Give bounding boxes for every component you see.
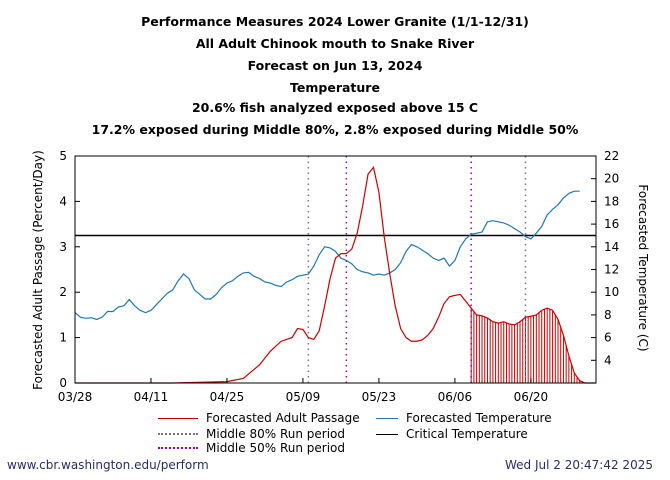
chart-title-line-5: 20.6% fish analyzed exposed above 15 C — [191, 100, 479, 115]
legend-passage-swatch — [158, 417, 198, 419]
legend-temperature: Forecasted Temperature — [376, 411, 552, 425]
chart-title-line-3: Forecast on Jun 13, 2024 — [247, 58, 423, 73]
x-tick-label: 03/28 — [58, 390, 93, 404]
y-right-tick-label: 20 — [604, 172, 619, 186]
y-left-tick-label: 4 — [59, 194, 67, 208]
y-axis-label-left: Forecasted Adult Passage (Percent/Day) — [31, 150, 45, 390]
footer-timestamp: Wed Jul 2 20:47:42 2025 — [505, 458, 653, 472]
legend-passage-label: Forecasted Adult Passage — [206, 411, 360, 425]
plot-frame — [74, 155, 597, 384]
legend-critical-swatch — [376, 433, 398, 435]
temperature-series-line — [74, 190, 580, 321]
legend-middle50: Middle 50% Run period — [158, 441, 345, 455]
y-right-tick-label: 10 — [604, 285, 619, 299]
chart-title-line-6: 17.2% exposed during Middle 80%, 2.8% ex… — [91, 122, 579, 137]
y-right-tick-label: 14 — [604, 240, 619, 254]
y-axis-label-right: Forecasted Temperature (C) — [636, 184, 650, 351]
legend-passage: Forecasted Adult Passage — [158, 411, 360, 425]
legend-temperature-swatch — [376, 417, 398, 419]
chart-title-line-1: Performance Measures 2024 Lower Granite … — [141, 14, 529, 29]
y-left-tick-label: 2 — [59, 285, 67, 299]
x-tick-label: 06/20 — [514, 390, 549, 404]
x-tick-label: 06/06 — [438, 390, 473, 404]
x-tick-label: 05/23 — [362, 390, 397, 404]
y-right-tick-label: 6 — [604, 331, 612, 345]
y-left-tick-label: 1 — [59, 331, 67, 345]
y-right-tick-label: 16 — [604, 217, 619, 231]
chart-title-line-2: All Adult Chinook mouth to Snake River — [195, 36, 475, 51]
y-left-tick-label: 0 — [59, 376, 67, 390]
y-right-tick-label: 12 — [604, 263, 619, 277]
legend-critical: Critical Temperature — [376, 427, 528, 441]
y-left-tick-label: 3 — [59, 240, 67, 254]
y-right-tick-label: 18 — [604, 194, 619, 208]
footer-url[interactable]: www.cbr.washington.edu/perform — [7, 458, 209, 472]
legend-middle80: Middle 80% Run period — [158, 427, 345, 441]
chart-title-line-4: Temperature — [290, 80, 380, 95]
legend-critical-label: Critical Temperature — [406, 427, 528, 441]
legend-middle80-label: Middle 80% Run period — [206, 427, 345, 441]
y-right-tick-label: 4 — [604, 353, 612, 367]
legend-middle80-swatch — [158, 433, 198, 435]
legend-temperature-label: Forecasted Temperature — [406, 411, 552, 425]
passage-series-line — [75, 165, 596, 384]
y-right-tick-label: 8 — [604, 308, 612, 322]
x-tick-label: 04/25 — [210, 390, 245, 404]
y-left-tick-label: 5 — [59, 149, 67, 163]
legend-middle50-label: Middle 50% Run period — [206, 441, 345, 455]
legend-middle50-swatch — [158, 447, 198, 449]
x-tick-label: 05/09 — [286, 390, 321, 404]
x-tick-label: 04/11 — [134, 390, 169, 404]
y-right-tick-label: 22 — [604, 149, 619, 163]
